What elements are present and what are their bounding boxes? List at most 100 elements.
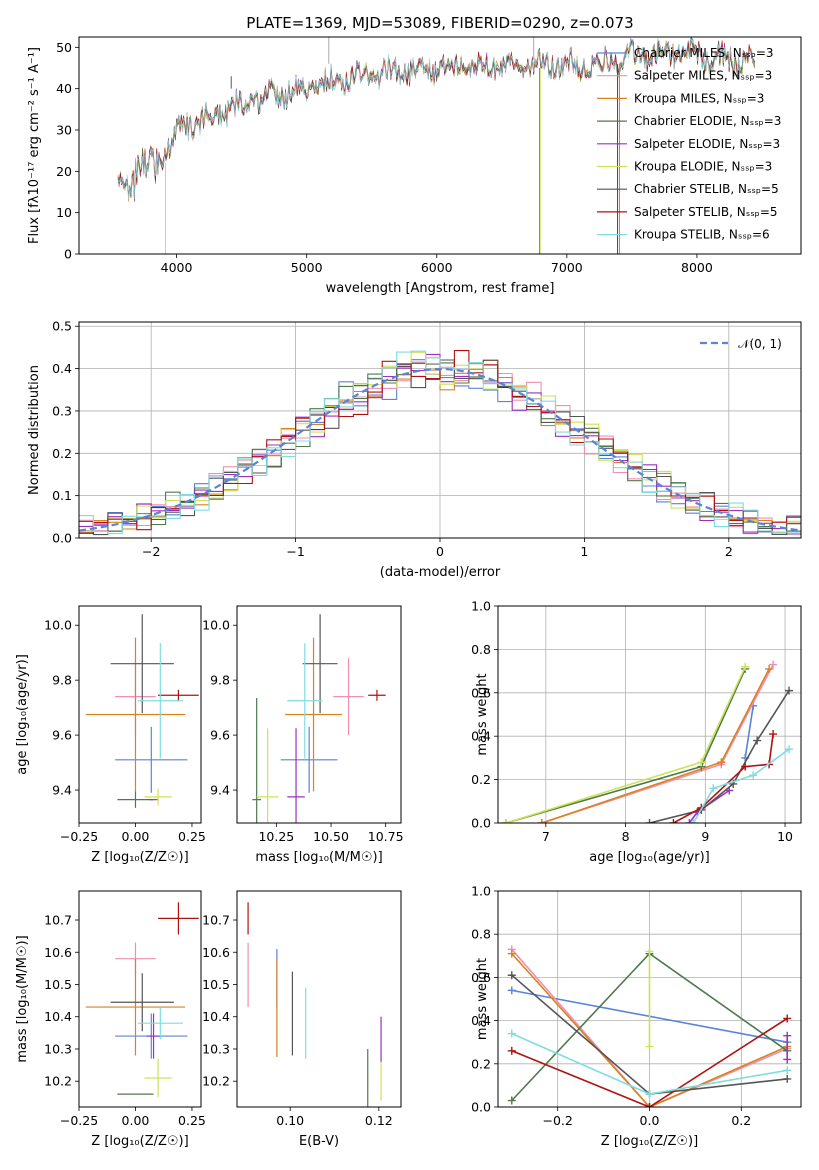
weight-marker	[769, 660, 778, 669]
y-axis-label: Normed distribution	[27, 365, 42, 495]
x-tick-label: 0.0	[640, 1113, 660, 1128]
plot-area	[501, 660, 794, 823]
data-point	[146, 1013, 161, 1059]
y-tick-label: 9.8	[210, 673, 230, 688]
weight-marker	[741, 762, 750, 771]
legend-entry: Salpeter ELODIE, Nₛₛₚ=3	[634, 137, 780, 151]
weight-marker	[783, 1074, 792, 1083]
y-tick-label: 0.4	[471, 1013, 491, 1028]
weight-marker	[645, 819, 654, 823]
data-point	[158, 902, 199, 935]
weight-marker	[769, 730, 778, 739]
axes-frame	[78, 36, 802, 255]
plot-area	[507, 945, 792, 1107]
data-point	[85, 958, 186, 1056]
y-tick-label: 20	[56, 164, 72, 179]
y-tick-label: 30	[56, 123, 72, 138]
x-tick-label: 5000	[291, 260, 323, 275]
weight-marker	[685, 819, 694, 823]
weight-line	[744, 705, 754, 759]
y-tick-label: 9.6	[52, 728, 72, 743]
data-point	[158, 689, 199, 701]
histogram-step	[79, 350, 801, 535]
panel-mass_vs_EBV: 0.10 0.12 10.2 10.3 10.4 10.5 10.6 10.7 E(B-V)	[202, 890, 402, 1149]
weight-series	[783, 1031, 792, 1064]
spectrum-line	[117, 37, 756, 200]
y-axis-label: Flux [fλ10⁻¹⁷ erg cm⁻² s⁻¹ A⁻¹]	[27, 47, 42, 244]
data-point	[144, 1058, 172, 1098]
weight-marker	[645, 947, 654, 956]
y-tick-label: 0.2	[471, 772, 491, 787]
plot-area	[79, 350, 801, 536]
weight-line	[692, 748, 790, 823]
panel-age_vs_Z: −0.25 0.00 0.25 9.4 9.6 9.8 10.0 Z [log₁₀(Z/Z☉)…	[15, 605, 206, 865]
y-tick-label: 0.8	[471, 927, 491, 942]
legend-entry: 𝒩(0, 1)	[738, 337, 782, 351]
y-tick-label: 10.7	[202, 913, 230, 928]
weight-marker	[507, 1046, 516, 1055]
y-axis-label: mass weight	[475, 958, 490, 1040]
x-tick-label: 10	[777, 829, 793, 844]
weight-series	[645, 686, 794, 823]
y-tick-label: 10.3	[44, 1041, 72, 1056]
panel-mass_vs_Z: −0.25 0.00 0.25 10.2 10.3 10.4 10.5 10.6 10.7 Z […	[15, 890, 206, 1149]
axes-frame	[78, 890, 202, 1108]
y-tick-label: 0.6	[471, 970, 491, 985]
legend-entry: Salpeter MILES, Nₛₛₚ=3	[634, 69, 772, 83]
x-tick-label: −0.25	[60, 1113, 98, 1128]
y-tick-label: 9.6	[210, 728, 230, 743]
panel-mass_weight_vs_age: 7 8 9 10 0.0 0.2 0.4 0.6 0.8 1.0 age [log₁₀(age/yr…	[471, 599, 802, 865]
y-tick-label: 0.0	[52, 531, 72, 546]
y-tick-label: 10.6	[44, 945, 72, 960]
legend-entry: Chabrier MILES, Nₛₛₚ=3	[634, 46, 774, 60]
weight-marker	[717, 758, 726, 767]
weight-marker	[783, 1014, 792, 1023]
y-tick-label: 0.1	[52, 488, 72, 503]
x-tick-label: 10.50	[313, 829, 349, 844]
data-point	[333, 658, 364, 736]
axes-frame	[236, 890, 402, 1108]
panel-residuals: −2 −1 0 1 2 0.0 0.1 0.2 0.3 0.4 0.5 (data-model)/er…	[27, 319, 802, 580]
legend-entry: Chabrier ELODIE, Nₛₛₚ=3	[634, 114, 781, 128]
weight-marker	[689, 819, 698, 823]
data-point	[115, 726, 188, 793]
x-tick-label: 7	[542, 829, 550, 844]
axes-frame	[78, 605, 202, 824]
y-tick-label: 0.6	[471, 685, 491, 700]
x-tick-label: 2	[725, 544, 733, 559]
y-tick-label: 0.4	[471, 729, 491, 744]
normal-curve	[79, 367, 801, 532]
weight-marker	[709, 784, 718, 793]
y-tick-label: 0.2	[471, 1056, 491, 1071]
y-axis-label: mass [log₁₀(M/M☉)]	[15, 935, 30, 1062]
panel-spectrum: 4000 5000 6000 7000 8000 0 10 20 30 40 50 wavelengt…	[27, 14, 802, 296]
x-tick-label: 4000	[161, 260, 193, 275]
weight-series	[669, 730, 778, 823]
y-tick-label: 9.8	[52, 673, 72, 688]
data-point	[280, 726, 338, 793]
weight-marker	[645, 1103, 654, 1107]
weight-marker	[669, 819, 678, 823]
data-point	[137, 643, 183, 759]
x-tick-label: 0.25	[178, 1113, 206, 1128]
y-tick-label: 40	[56, 81, 72, 96]
weight-marker	[783, 1066, 792, 1075]
weight-line	[673, 733, 774, 823]
weight-marker	[645, 1090, 654, 1099]
x-axis-label: E(B-V)	[299, 1134, 339, 1149]
weight-series	[685, 786, 734, 823]
y-tick-label: 10.2	[202, 1074, 230, 1089]
y-tick-label: 0.0	[471, 816, 491, 831]
panel-mass_weight_vs_Z: −0.2 0.0 0.2 0.0 0.2 0.4 0.6 0.8 1.0 Z [log₁₀(Z/Z…	[471, 884, 802, 1149]
plot-area	[117, 37, 756, 254]
x-tick-label: −0.25	[60, 829, 98, 844]
plot-area	[247, 902, 382, 1107]
data-point	[256, 728, 279, 823]
y-tick-label: 10	[56, 205, 72, 220]
y-tick-label: 0	[64, 247, 72, 262]
weight-marker	[507, 986, 516, 995]
y-tick-label: 10.0	[202, 618, 230, 633]
legend-entry: Salpeter STELIB, Nₛₛₚ=5	[634, 205, 778, 219]
data-point	[252, 698, 262, 823]
y-tick-label: 1.0	[471, 884, 491, 899]
